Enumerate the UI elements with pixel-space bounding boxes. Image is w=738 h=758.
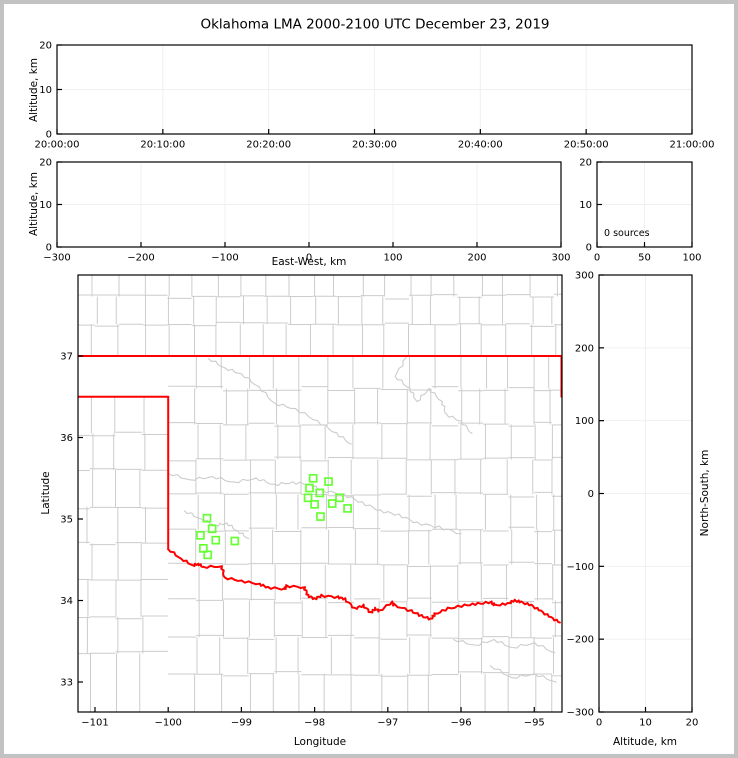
lma-station-marker: [324, 477, 333, 486]
y-tick-label: 300: [575, 271, 594, 282]
y-tick-label: 100: [575, 416, 594, 427]
map-layers: [78, 275, 562, 712]
lma-station-marker: [308, 473, 318, 483]
map-xlabel: Longitude: [293, 735, 347, 748]
y-tick-label: 10: [39, 85, 52, 96]
x-tick-label: 10: [639, 718, 652, 729]
y-tick-label: 10: [39, 200, 52, 211]
x-tick-label: −200: [127, 253, 154, 264]
county-boundaries: [78, 275, 562, 712]
river-gray: [489, 665, 557, 683]
x-tick-label: 20:10:00: [140, 140, 185, 151]
x-tick-label: −96: [450, 718, 471, 729]
y-tick-label: 20: [579, 158, 592, 169]
sources-count-annotation: 0 sources: [604, 228, 650, 239]
x-tick-label: 20:40:00: [458, 140, 503, 151]
x-tick-label: 100: [383, 253, 402, 264]
lma-stations: [196, 473, 352, 560]
lma-station-marker: [303, 493, 313, 503]
x-tick-label: −300: [43, 253, 70, 264]
x-tick-label: −95: [524, 718, 545, 729]
x-tick-label: 0: [596, 718, 602, 729]
y-tick-label: 20: [39, 158, 52, 169]
x-tick-label: 20:30:00: [352, 140, 397, 151]
lma-station-marker: [335, 493, 344, 503]
axes-frame: [77, 274, 563, 713]
lma-station-marker: [196, 530, 205, 540]
plan-view-map-panel: −101 −100 −99 −98 −97 −96 −95 33 34 35 36 37: [60, 274, 563, 729]
river-gray: [394, 357, 473, 434]
y-tick-label: −300: [567, 708, 594, 719]
ns-height-panel: 0 10 20 −300 −200 −100 0 100 200 300: [567, 271, 699, 729]
y-tick-label: 200: [575, 343, 594, 354]
x-tick-label: 300: [551, 253, 570, 264]
y-tick-label: 0: [588, 489, 594, 500]
y-tick-label: 37: [60, 352, 73, 363]
lma-station-marker: [315, 488, 325, 498]
x-tick-label: −100: [154, 718, 181, 729]
altitude-histogram-panel: 0 50 100 0 10 20 0 sources: [579, 158, 701, 264]
lma-station-marker: [230, 536, 240, 546]
figure-canvas: 20:00:00 20:10:00 20:20:00 20:30:00 20:40:00…: [35, 41, 715, 729]
x-tick-label: −100: [211, 253, 238, 264]
x-tick-label: 20:20:00: [246, 140, 291, 151]
y-tick-label: 0: [46, 243, 52, 254]
ew-height-panel: −300 −200 −100 0 100 200 300 0 10 20: [39, 158, 570, 264]
river-gray: [207, 357, 352, 445]
x-tick-label: 21:00:00: [670, 140, 715, 151]
x-tick-label: 100: [682, 253, 701, 264]
y-tick-label: −200: [567, 635, 594, 646]
lma-station-marker: [316, 512, 325, 521]
x-tick-label: 20:00:00: [35, 140, 80, 151]
y-tick-label: 36: [60, 433, 73, 444]
river-gray: [183, 510, 250, 540]
x-tick-label: 20:50:00: [564, 140, 609, 151]
lma-station-marker: [198, 543, 208, 553]
x-tick-label: −99: [231, 718, 252, 729]
x-tick-label: 20: [686, 718, 699, 729]
ns-height-xlabel: Altitude, km: [612, 735, 678, 748]
x-tick-label: 200: [467, 253, 486, 264]
ew-height-xlabel: East-West, km: [271, 255, 347, 268]
ew-height-ylabel: Altitude, km: [27, 171, 40, 237]
map-ylabel: Latitude: [39, 471, 52, 515]
time-height-panel: 20:00:00 20:10:00 20:20:00 20:30:00 20:40:00…: [35, 41, 715, 151]
lma-station-marker: [207, 524, 217, 534]
river-gray: [453, 638, 556, 654]
y-tick-label: 10: [579, 200, 592, 211]
lma-station-marker: [343, 504, 352, 513]
y-tick-label: −100: [567, 562, 594, 573]
y-tick-label: 35: [60, 515, 73, 526]
lma-station-marker: [310, 499, 319, 509]
x-tick-label: 0: [306, 253, 312, 264]
time-height-ylabel: Altitude, km: [27, 57, 40, 123]
lma-station-marker: [327, 499, 337, 508]
x-tick-label: 50: [638, 253, 651, 264]
lma-station-marker: [305, 483, 314, 493]
x-tick-label: 0: [594, 253, 600, 264]
y-tick-label: 20: [39, 41, 52, 52]
ns-height-ylabel: North-South, km: [698, 449, 711, 537]
x-tick-label: −101: [81, 718, 108, 729]
x-tick-label: −97: [377, 718, 398, 729]
y-tick-label: 0: [586, 243, 592, 254]
state-border-red-river: [167, 548, 561, 624]
lma-station-marker: [203, 550, 213, 560]
x-tick-label: −98: [304, 718, 325, 729]
y-tick-label: 0: [46, 130, 52, 141]
y-tick-label: 34: [60, 596, 73, 607]
figure-title: Oklahoma LMA 2000-2100 UTC December 23, …: [200, 16, 550, 33]
y-tick-label: 33: [60, 678, 73, 689]
river-gray: [167, 472, 462, 535]
lma-station-marker: [211, 535, 221, 545]
lma-station-marker: [202, 513, 212, 523]
